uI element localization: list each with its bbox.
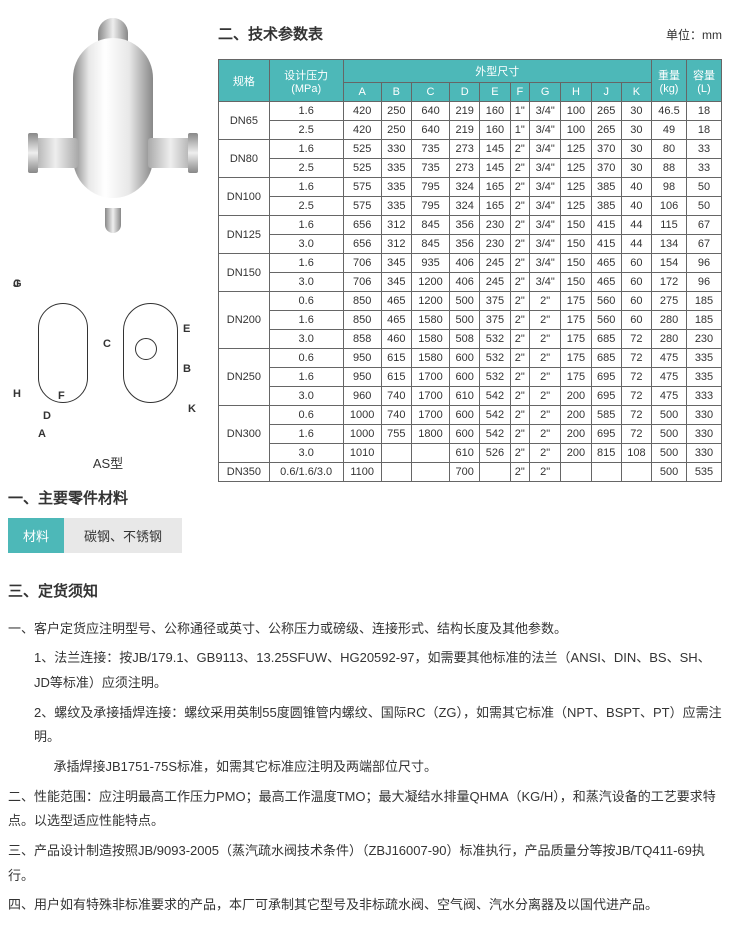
table-row: 3.06563128453562302"3/4"1504154413467 (219, 235, 722, 254)
dim-h: H (13, 388, 21, 400)
dim-d: D (43, 410, 51, 422)
order-line: 一、客户定货应注明型号、公称通径或英寸、公称压力或磅级、连接形式、结构长度及其他… (8, 617, 722, 642)
order-line: 2、螺纹及承接插焊连接：螺纹采用英制55度圆锥管内螺纹、国际RC（ZG），如需其… (8, 701, 722, 750)
cell-spec: DN65 (219, 102, 270, 140)
table-row: DN1501.67063459354062452"3/4"15046560154… (219, 254, 722, 273)
col-dims: 外型尺寸 (343, 60, 651, 83)
cell-spec: DN300 (219, 406, 270, 463)
table-row: 3.096074017006105422"2"20069572475333 (219, 387, 722, 406)
table-row: DN801.65253307352731452"3/4"125370308033 (219, 140, 722, 159)
materials-title: 一、主要零件材料 (8, 487, 208, 508)
col-pressure: 设计压力 (MPa) (269, 60, 343, 102)
table-row: 2.55253357352731452"3/4"125370308833 (219, 159, 722, 178)
order-line: 1、法兰连接：按JB/179.1、GB9113、13.25SFUW、HG2059… (8, 646, 722, 695)
cell-spec: DN350 (219, 463, 270, 482)
order-section: 三、定货须知 一、客户定货应注明型号、公称通径或英寸、公称压力或磅级、连接形式、… (8, 578, 722, 918)
order-line: 三、产品设计制造按照JB/9093-2005（蒸汽疏水阀技术条件）（ZBJ160… (8, 839, 722, 888)
top-section: G J C E B H F D A K AS型 一、主要零件材料 材料 碳钢、不… (8, 8, 722, 553)
dim-j: J (13, 278, 19, 290)
order-line: 承插焊接JB1751-75S标准，如需其它标准应注明及两端部位尺寸。 (8, 755, 722, 780)
dim-c: C (103, 338, 111, 350)
cell-spec: DN150 (219, 254, 270, 292)
table-row: 1.695061517006005322"2"17569572475335 (219, 368, 722, 387)
table-row: DN1251.66563128453562302"3/4"15041544115… (219, 216, 722, 235)
spec-table: 规格 设计压力 (MPa) 外型尺寸 重量 (kg) 容量 (L) AB CD … (218, 59, 722, 482)
table-row: DN3000.6100074017006005422"2"20058572500… (219, 406, 722, 425)
cell-spec: DN125 (219, 216, 270, 254)
mat-value: 碳钢、不锈钢 (64, 518, 182, 553)
table-row: 2.54202506402191601"3/4"100265304918 (219, 121, 722, 140)
table-row: DN2000.685046512005003752"2"175560602751… (219, 292, 722, 311)
mat-header: 材料 (8, 518, 64, 553)
order-title: 三、定货须知 (8, 578, 722, 607)
spec-title: 二、技术参数表 (218, 23, 323, 44)
table-row: DN1001.65753357953241652"3/4"12538540985… (219, 178, 722, 197)
type-label: AS型 (8, 453, 208, 472)
dim-b: B (183, 363, 191, 375)
table-row: DN3500.6/1.6/3.011007002"2"500535 (219, 463, 722, 482)
dim-e: E (183, 323, 190, 335)
materials-table: 材料 碳钢、不锈钢 (8, 518, 208, 553)
cell-spec: DN100 (219, 178, 270, 216)
col-spec: 规格 (219, 60, 270, 102)
table-row: 3.085846015805085322"2"17568572280230 (219, 330, 722, 349)
product-image (23, 8, 193, 268)
col-weight: 重量 (kg) (652, 60, 687, 102)
right-column: 二、技术参数表 单位：mm 规格 设计压力 (MPa) 外型尺寸 重量 (kg)… (218, 8, 722, 553)
table-row: 3.070634512004062452"3/4"1504656017296 (219, 273, 722, 292)
table-row: 1.6100075518006005422"2"20069572500330 (219, 425, 722, 444)
order-line: 四、用户如有特殊非标准要求的产品，本厂可承制其它型号及非标疏水阀、空气阀、汽水分… (8, 893, 722, 918)
schematic-diagram: G J C E B H F D A K (13, 278, 203, 448)
cell-spec: DN80 (219, 140, 270, 178)
left-column: G J C E B H F D A K AS型 一、主要零件材料 材料 碳钢、不… (8, 8, 208, 553)
dim-k: K (188, 403, 196, 415)
table-row: 3.010106105262"2"200815108500330 (219, 444, 722, 463)
cell-spec: DN200 (219, 292, 270, 349)
col-volume: 容量 (L) (686, 60, 721, 102)
table-row: DN2500.695061515806005322"2"175685724753… (219, 349, 722, 368)
table-row: 1.685046515805003752"2"17556060280185 (219, 311, 722, 330)
table-row: 2.55753357953241652"3/4"1253854010650 (219, 197, 722, 216)
cell-spec: DN250 (219, 349, 270, 406)
table-row: DN651.64202506402191601"3/4"1002653046.5… (219, 102, 722, 121)
unit-label: 单位：mm (666, 26, 722, 43)
dim-f: F (58, 390, 65, 402)
dim-a: A (38, 428, 46, 440)
